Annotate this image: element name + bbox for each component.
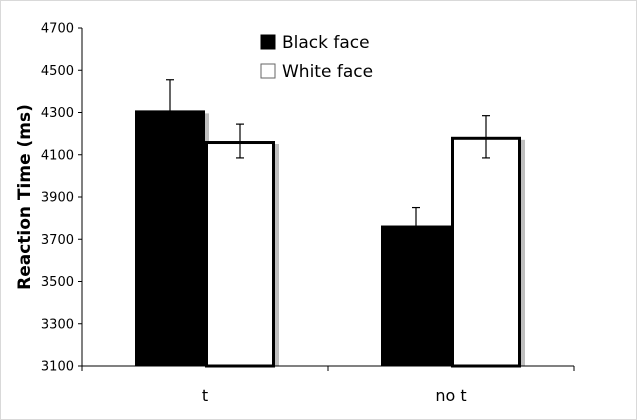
- legend-label: White face: [282, 62, 373, 82]
- category-label: no t: [435, 386, 466, 405]
- y-axis-label: Reaction Time (ms): [15, 104, 35, 290]
- bar: [451, 136, 521, 368]
- legend-swatch: [260, 34, 276, 50]
- bar: [135, 110, 205, 366]
- legend: Black face White face: [260, 33, 373, 82]
- y-tick-label: 3300: [41, 317, 74, 332]
- y-tick-label: 3100: [41, 360, 74, 375]
- legend-swatch: [260, 63, 276, 79]
- y-tick-label: 3900: [41, 191, 74, 206]
- y-tick-label: 4500: [41, 64, 74, 79]
- y-tick-label: 4700: [41, 22, 74, 37]
- y-tick-label: 4100: [41, 148, 74, 163]
- bar: [381, 225, 451, 366]
- y-tick-label: 3700: [41, 233, 74, 248]
- bar: [205, 141, 275, 368]
- legend-label: Black face: [282, 33, 370, 53]
- category-label: t: [202, 386, 208, 405]
- y-tick-label: 3500: [41, 275, 74, 290]
- y-tick-label: 4300: [41, 106, 74, 121]
